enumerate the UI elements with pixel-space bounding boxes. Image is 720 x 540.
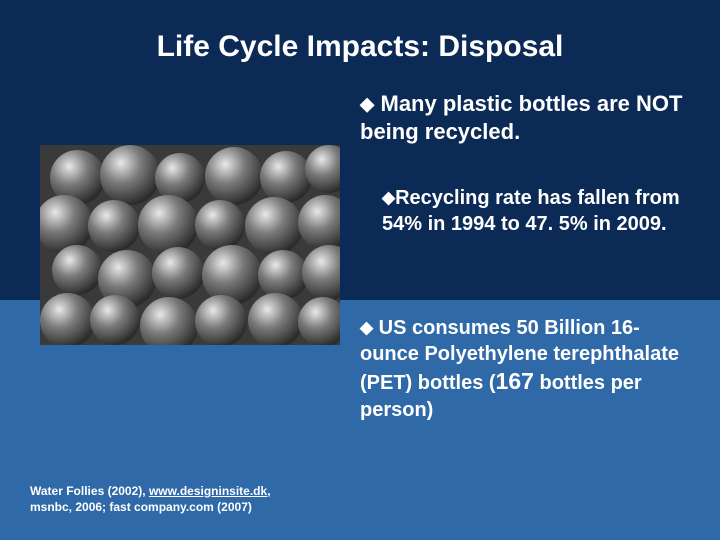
bullet-2: ◆Recycling rate has fallen from 54% in 1… (382, 185, 690, 237)
bullet-3: ◆ US consumes 50 Billion 16-ounce Polyet… (360, 315, 690, 423)
footer-line1-a: Water Follies (2002), (30, 484, 149, 498)
bullet-3-167: 167 (496, 368, 534, 394)
bullet-3-prefix: US consumes (373, 317, 516, 339)
footer-link: www.designinsite.dk (149, 484, 267, 498)
footer-line2: msnbc, 2006; fast company.com (2007) (30, 500, 252, 514)
bullet-diamond-icon: ◆ (360, 317, 373, 339)
slide: Life Cycle Impacts: Disposal ◆ Many plas… (0, 0, 720, 540)
bullet-3-billion: 50 Billion (516, 317, 605, 339)
bullet-diamond-icon: ◆ (360, 92, 374, 115)
bullet-diamond-icon: ◆ (382, 187, 395, 209)
footer-line1-b: , (267, 484, 270, 498)
bottles-image (40, 145, 340, 345)
bullet-1-text: Many plastic bottles are NOT being recyc… (360, 91, 682, 144)
bullet-2-text: Recycling rate has fallen from 54% in 19… (382, 187, 680, 235)
bullet-1: ◆ Many plastic bottles are NOT being rec… (360, 90, 690, 145)
footer-citation: Water Follies (2002), www.designinsite.d… (30, 483, 271, 515)
slide-title: Life Cycle Impacts: Disposal (0, 30, 720, 64)
